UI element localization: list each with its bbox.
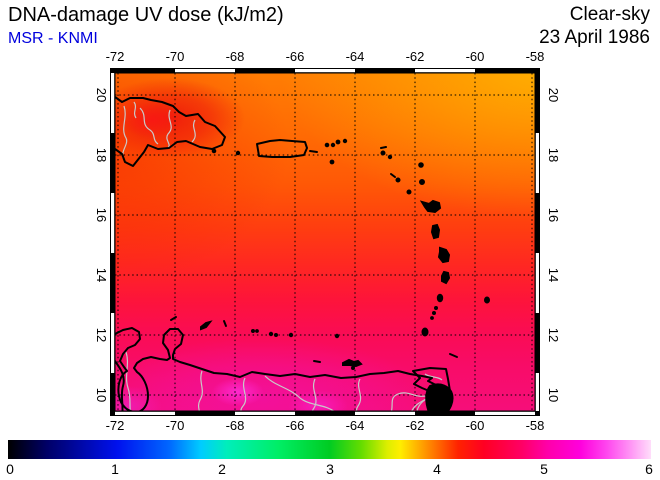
lon-tick-bottom: -72 (105, 418, 125, 433)
colorbar-gradient (8, 440, 651, 459)
lon-tick-bottom: -66 (285, 418, 305, 433)
lon-tick-bottom: -70 (165, 418, 185, 433)
hispaniola-coast (115, 96, 226, 167)
bonaire (223, 320, 227, 327)
lat-tick-left: 20 (94, 87, 109, 103)
dominica (430, 223, 441, 240)
rivers-and-borders (122, 101, 443, 411)
lat-tick-left: 10 (94, 387, 109, 403)
st-lucia (441, 270, 451, 285)
colorbar-tick: 2 (218, 461, 226, 477)
martinique (437, 246, 451, 264)
barbados (484, 296, 490, 304)
date-label: 23 April 1986 (539, 27, 650, 48)
lat-tick-left: 16 (94, 207, 109, 223)
aruba (170, 316, 177, 321)
guadeloupe (419, 199, 442, 214)
margarita (342, 358, 363, 368)
lon-tick-top: -58 (525, 49, 545, 64)
colorbar-tick: 0 (6, 461, 14, 477)
colorbar-tick: 3 (326, 461, 334, 477)
lat-tick-left: 18 (94, 147, 109, 163)
lon-tick-bottom: -58 (525, 418, 545, 433)
uv-field (115, 73, 535, 411)
tobago (449, 353, 458, 358)
lon-tick-top: -64 (345, 49, 365, 64)
uv-dose-map (110, 68, 540, 416)
lat-tick-left: 12 (94, 327, 109, 343)
lon-tick-top: -60 (465, 49, 485, 64)
lon-tick-top: -62 (405, 49, 425, 64)
lon-tick-bottom: -68 (225, 418, 245, 433)
lat-tick-right: 14 (546, 267, 561, 283)
lat-tick-right: 20 (546, 87, 561, 103)
small-islands (170, 138, 490, 411)
colombia-coast (115, 360, 125, 411)
puerto-rico-coast (256, 139, 308, 158)
lon-tick-top: -72 (105, 49, 125, 64)
lon-tick-top: -70 (165, 49, 185, 64)
lat-tick-right: 16 (546, 207, 561, 223)
curacao (200, 320, 213, 331)
data-source-label: MSR - KNMI (8, 30, 98, 47)
colorbar-tick: 1 (111, 461, 119, 477)
venezuela-coast (115, 327, 448, 411)
map-frame (110, 68, 540, 416)
grenada (421, 327, 429, 337)
colorbar-tick: 6 (645, 461, 653, 477)
page-title: DNA-damage UV dose (kJ/m2) (8, 4, 284, 26)
lon-tick-top: -68 (225, 49, 245, 64)
sky-condition-label: Clear-sky (569, 4, 650, 25)
lat-tick-right: 18 (546, 147, 561, 163)
lon-tick-bottom: -64 (345, 418, 365, 433)
lon-tick-top: -66 (285, 49, 305, 64)
colorbar-tick: 4 (433, 461, 441, 477)
lat-tick-left: 14 (94, 267, 109, 283)
lon-tick-bottom: -62 (405, 418, 425, 433)
lon-tick-bottom: -60 (465, 418, 485, 433)
graticule-grid (115, 73, 535, 411)
orinoco-delta (425, 383, 454, 411)
colorbar-tick: 5 (540, 461, 548, 477)
lat-tick-right: 10 (546, 387, 561, 403)
lat-tick-right: 12 (546, 327, 561, 343)
